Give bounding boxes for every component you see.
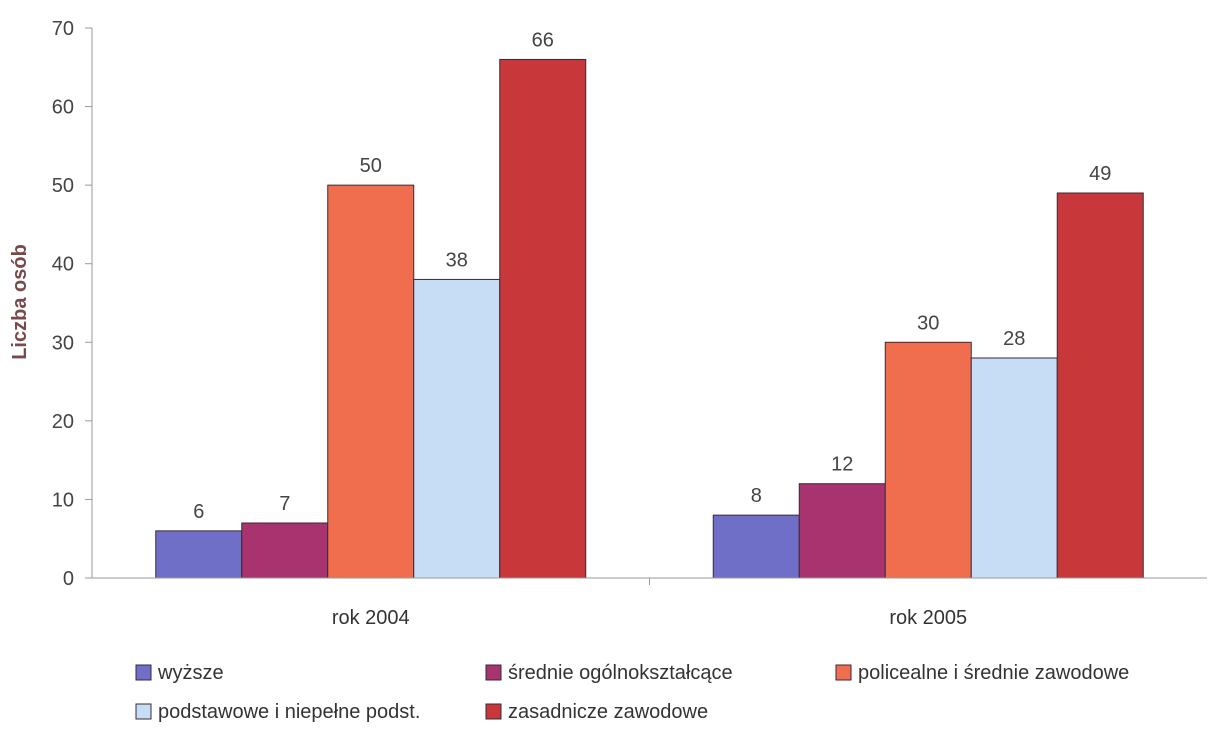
x-category-label: rok 2004 [332,607,410,629]
legend-label: podstawowe i niepełne podst. [158,701,420,723]
legend-swatch [485,703,502,720]
x-axis: rok 2004 rok 2005 [92,577,1207,629]
bar [798,483,886,579]
y-tick-label: 40 [52,254,74,276]
bar-value-label: 6 [193,501,204,523]
legend-swatch [835,664,852,681]
y-tick-label: 0 [63,568,74,590]
data-labels: 6 7 50 38 66 8 12 30 28 49 [193,29,1111,522]
legend-label: wyższe [157,662,224,684]
legend-label: zasadnicze zawodowe [508,701,708,723]
bar-value-label: 8 [751,485,762,507]
bar [413,278,501,579]
bar-value-label: 38 [446,249,468,271]
legend-swatch [135,664,152,681]
bar [241,522,329,579]
legend-swatch [485,664,502,681]
bars [155,58,1144,579]
y-tick-label: 20 [52,411,74,433]
bar-value-label: 49 [1089,163,1111,185]
bar-value-label: 7 [279,493,290,515]
bar [712,514,800,579]
legend-swatch [135,703,152,720]
bar-value-label: 50 [360,155,382,177]
y-tick-label: 10 [52,489,74,511]
y-axis: 0 10 20 30 40 50 60 70 [52,18,93,590]
legend-label: policealne i średnie zawodowe [858,662,1129,684]
legend-label: średnie ogólnokształcące [508,662,733,684]
bar [1056,192,1144,579]
y-tick-label: 50 [52,175,74,197]
bar-value-label: 30 [917,312,939,334]
bar-value-label: 66 [532,29,554,51]
bar [155,530,243,579]
bar-value-label: 12 [831,454,853,476]
bar [970,357,1058,579]
x-category-label: rok 2005 [889,607,967,629]
y-tick-label: 30 [52,332,74,354]
y-tick-label: 70 [52,18,74,40]
bar [327,184,415,579]
legend: wyższe średnie ogólnokształcące policealne… [135,662,1129,723]
y-tick-label: 60 [52,97,74,119]
bar [499,58,587,579]
bar [884,341,972,579]
y-axis-label: Liczba osób [9,244,31,360]
bar-value-label: 28 [1003,328,1025,350]
